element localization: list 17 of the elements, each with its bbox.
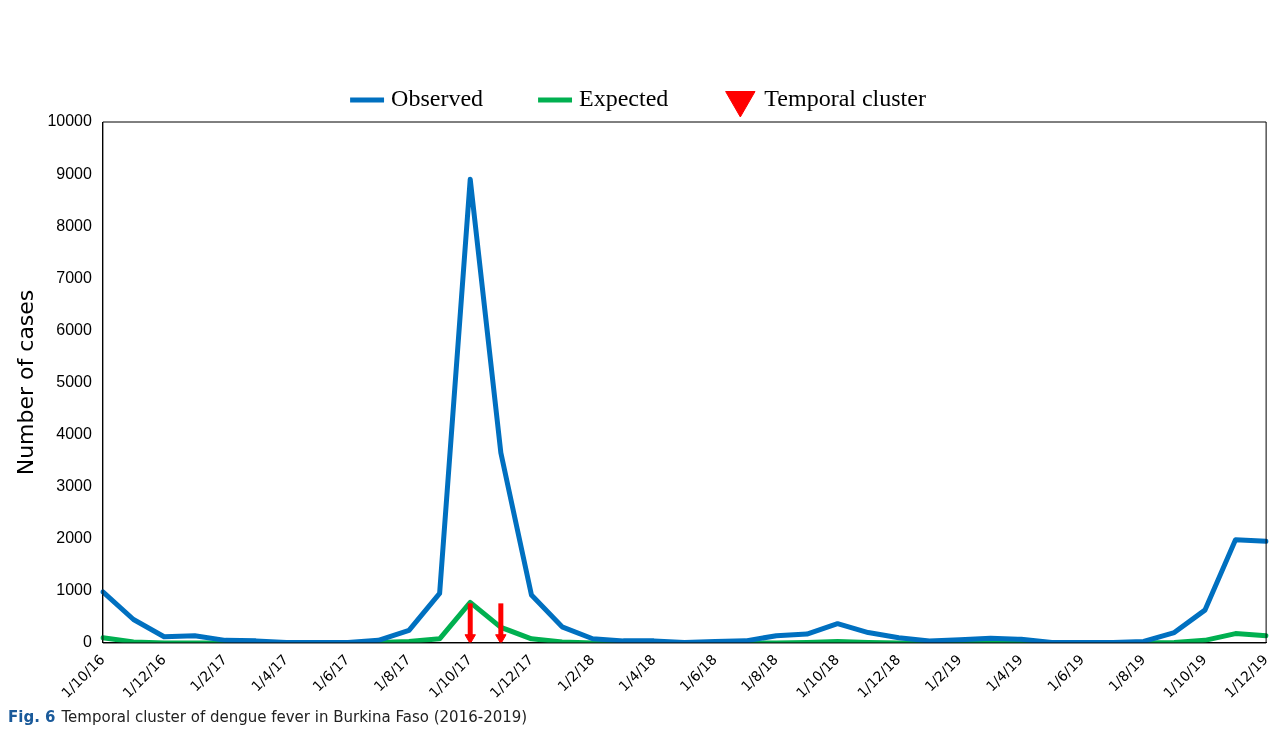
y-tick-label: 9000 (56, 164, 92, 182)
y-tick-label: 7000 (56, 268, 92, 286)
y-axis-title: Number of cases (12, 289, 38, 476)
text: Temporal cluster of dengue fever in Burkina Faso (2016-2019) (61, 708, 528, 726)
y-tick-label: 10000 (47, 112, 92, 130)
legend-label: Expected (579, 85, 669, 112)
y-tick-label: 0 (82, 633, 92, 651)
y-tick-label: 4000 (56, 424, 92, 442)
y-tick-label: 3000 (56, 477, 92, 495)
y-tick-label: 5000 (56, 372, 92, 390)
y-tick-label: 1000 (56, 581, 92, 599)
legend-label: Observed (391, 85, 484, 112)
caption: Fig. 6 (8, 708, 56, 726)
y-tick-label: 6000 (56, 320, 92, 338)
y-tick-label: 2000 (56, 529, 92, 547)
legend-label: Temporal cluster (764, 85, 926, 112)
y-tick-label: 8000 (56, 216, 92, 234)
